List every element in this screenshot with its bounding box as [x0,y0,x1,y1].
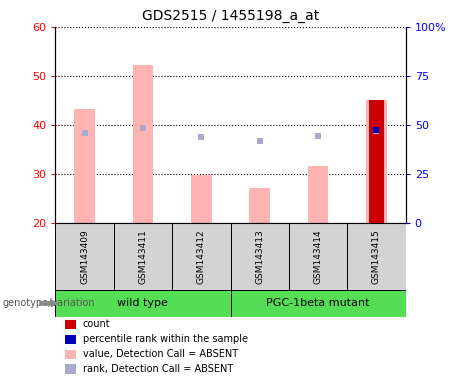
Text: value, Detection Call = ABSENT: value, Detection Call = ABSENT [83,349,238,359]
Title: GDS2515 / 1455198_a_at: GDS2515 / 1455198_a_at [142,9,319,23]
Text: rank, Detection Call = ABSENT: rank, Detection Call = ABSENT [83,364,233,374]
Text: count: count [83,319,111,329]
Bar [249,189,270,223]
Text: genotype/variation: genotype/variation [2,298,95,308]
Text: wild type: wild type [118,298,168,308]
FancyBboxPatch shape [347,223,406,290]
Text: GSM143409: GSM143409 [80,229,89,284]
Text: GSM143413: GSM143413 [255,229,264,284]
FancyBboxPatch shape [55,223,114,290]
FancyBboxPatch shape [172,223,230,290]
Bar [191,175,212,223]
Text: GSM143414: GSM143414 [313,229,323,284]
FancyBboxPatch shape [230,223,289,290]
Bar [133,65,153,223]
FancyBboxPatch shape [230,290,406,317]
FancyBboxPatch shape [114,223,172,290]
Bar [366,100,387,223]
Text: GSM143412: GSM143412 [197,229,206,284]
Bar [308,166,328,223]
Bar [369,100,384,223]
FancyBboxPatch shape [289,223,347,290]
Text: PGC-1beta mutant: PGC-1beta mutant [266,298,370,308]
Bar [74,109,95,223]
FancyBboxPatch shape [55,290,230,317]
Text: percentile rank within the sample: percentile rank within the sample [83,334,248,344]
Text: GSM143411: GSM143411 [138,229,148,284]
Text: GSM143415: GSM143415 [372,229,381,284]
